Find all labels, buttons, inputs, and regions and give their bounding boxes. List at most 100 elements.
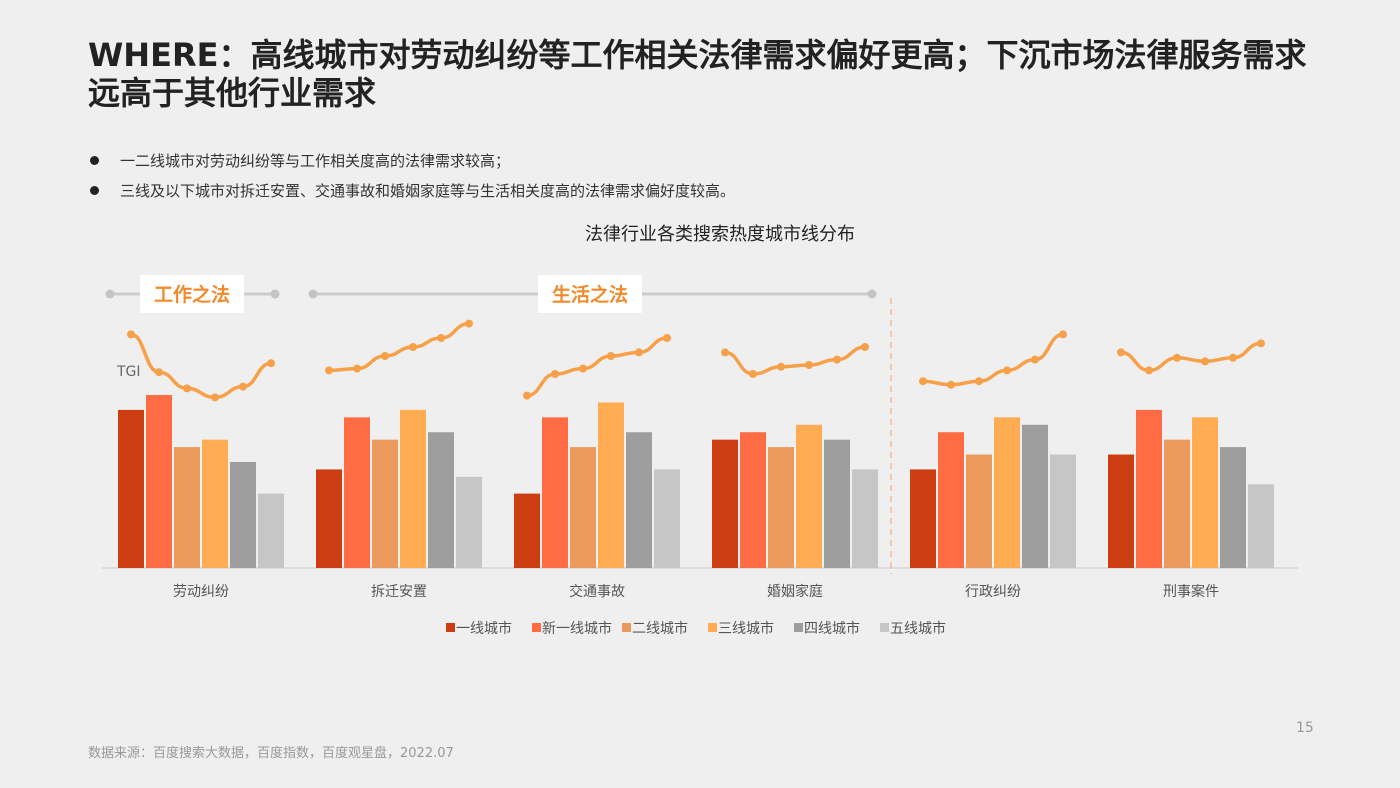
legend-swatch (794, 623, 803, 632)
bar-二线城市 (174, 447, 200, 568)
legend-swatch (532, 623, 541, 632)
bar-一线城市 (712, 439, 738, 568)
tgi-point (1003, 366, 1011, 375)
category-label: 婚姻家庭 (767, 583, 823, 600)
bar-三线城市 (400, 409, 426, 568)
tgi-point (947, 380, 955, 389)
group-bracket-end (308, 289, 318, 299)
tgi-point (1201, 357, 1209, 366)
bar-五线城市 (852, 469, 878, 568)
bar-五线城市 (1248, 484, 1274, 568)
group-label: 生活之法 (552, 283, 628, 306)
bar-新一线城市 (740, 432, 766, 568)
tgi-point (1173, 353, 1181, 362)
bar-二线城市 (570, 447, 596, 568)
tgi-point (1257, 339, 1265, 348)
tgi-line (327, 321, 471, 373)
bar-四线城市 (824, 439, 850, 568)
category-label: 交通事故 (569, 583, 625, 600)
tgi-label: TGI (116, 364, 141, 380)
tgi-point (777, 362, 785, 371)
legend-label: 二线城市 (632, 620, 688, 637)
tgi-line (129, 332, 273, 400)
tgi-point (239, 382, 247, 391)
tgi-point (1059, 330, 1067, 339)
bar-新一线城市 (344, 417, 370, 568)
tgi-point (607, 352, 615, 360)
legend-label: 四线城市 (804, 620, 860, 637)
tgi-point (833, 355, 841, 364)
tgi-point (523, 391, 531, 400)
bar-四线城市 (626, 432, 652, 568)
bar-新一线城市 (1136, 409, 1162, 568)
bar-二线城市 (768, 447, 794, 568)
tgi-point (1031, 355, 1039, 364)
legend-label: 五线城市 (890, 620, 946, 637)
tgi-point (861, 343, 869, 351)
tgi-point (635, 348, 643, 357)
tgi-point (1229, 353, 1237, 362)
bar-三线城市 (598, 402, 624, 568)
group-bracket-end (270, 289, 280, 299)
tgi-point (409, 343, 417, 351)
page-number: 15 (1296, 720, 1314, 736)
slide-title: WHERE：高线城市对劳动纠纷等工作相关法律需求偏好更高；下沉市场法律服务需求远… (88, 36, 1307, 112)
bar-一线城市 (1108, 454, 1134, 568)
group-bracket-end (105, 289, 115, 299)
bar-新一线城市 (542, 417, 568, 568)
bullet-item: 一二线城市对劳动纠纷等与工作相关度高的法律需求较高； (88, 146, 735, 176)
group-bracket-end (867, 289, 877, 299)
bar-三线城市 (1192, 417, 1218, 568)
bar-四线城市 (230, 461, 256, 568)
bar-四线城市 (428, 432, 454, 568)
category-label: 刑事案件 (1163, 583, 1219, 600)
tgi-point (551, 370, 559, 378)
bullet-list: 一二线城市对劳动纠纷等与工作相关度高的法律需求较高； 三线及以下城市对拆迁安置、… (88, 146, 735, 206)
bar-一线城市 (316, 469, 342, 568)
tgi-point (127, 330, 135, 339)
bar-三线城市 (202, 439, 228, 568)
tgi-line (1119, 341, 1263, 373)
category-label: 劳动纠纷 (173, 584, 229, 600)
bar-一线城市 (910, 469, 936, 568)
legend-label: 一线城市 (456, 620, 512, 637)
bar-二线城市 (966, 454, 992, 568)
bar-新一线城市 (938, 432, 964, 568)
legend-swatch (446, 623, 455, 632)
category-label: 拆迁安置 (371, 584, 427, 600)
bar-一线城市 (118, 409, 144, 568)
tgi-line (525, 336, 669, 398)
bar-四线城市 (1220, 447, 1246, 568)
group-label-box (538, 275, 642, 313)
bar-五线城市 (258, 493, 284, 568)
tgi-point (437, 334, 445, 342)
tgi-point (183, 384, 191, 393)
bar-五线城市 (1050, 454, 1076, 568)
category-label: 行政纠纷 (965, 584, 1021, 600)
tgi-point (465, 319, 473, 328)
data-source: 数据来源：百度搜索大数据，百度指数，百度观星盘，2022.07 (88, 746, 454, 761)
tgi-point (155, 368, 163, 377)
tgi-point (919, 377, 927, 386)
legend-swatch (708, 623, 717, 632)
tgi-point (211, 393, 219, 402)
bar-三线城市 (796, 424, 822, 568)
tgi-point (663, 334, 671, 342)
group-label: 工作之法 (154, 283, 230, 306)
tgi-point (325, 366, 333, 375)
bar-一线城市 (514, 493, 540, 568)
bar-新一线城市 (146, 395, 172, 568)
legend-label: 新一线城市 (542, 620, 612, 637)
bar-二线城市 (1164, 439, 1190, 568)
group-label-box (140, 275, 244, 313)
tgi-line (723, 345, 867, 376)
tgi-point (749, 370, 757, 378)
tgi-point (1145, 366, 1153, 375)
bar-三线城市 (994, 417, 1020, 568)
legend-swatch (622, 623, 631, 632)
legend-label: 三线城市 (718, 620, 774, 637)
bar-五线城市 (456, 476, 482, 568)
tgi-point (975, 377, 983, 386)
bar-二线城市 (372, 439, 398, 568)
